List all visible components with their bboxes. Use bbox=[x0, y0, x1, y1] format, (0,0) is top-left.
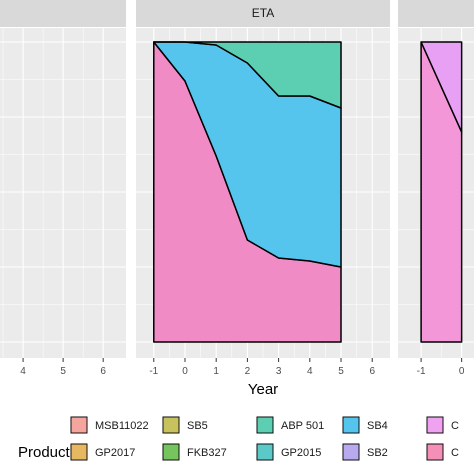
legend-swatch bbox=[256, 416, 274, 434]
x-tick-label: 1 bbox=[213, 366, 219, 377]
facet-strip bbox=[0, 0, 126, 27]
legend-label: SB4 bbox=[367, 420, 388, 432]
area-series-2 bbox=[153, 41, 342, 109]
legend-label: C bbox=[451, 447, 459, 459]
facet-panel-eta: ETA -1 0 1 2 3 4 5 6 bbox=[136, 0, 390, 377]
legend-label: MSB11022 bbox=[95, 420, 149, 432]
legend-label: GP2017 bbox=[95, 447, 135, 459]
legend-swatch bbox=[426, 416, 444, 434]
legend-label: ABP 501 bbox=[281, 420, 324, 432]
legend-label: GP2015 bbox=[281, 447, 321, 459]
legend-title: Product bbox=[18, 444, 71, 461]
legend-swatch bbox=[70, 416, 88, 434]
legend-swatch bbox=[342, 416, 360, 434]
x-tick-label: 6 bbox=[369, 366, 375, 377]
x-tick-label: 0 bbox=[182, 366, 188, 377]
legend-swatch bbox=[162, 416, 180, 434]
legend-label: SB2 bbox=[367, 447, 388, 459]
legend-swatch bbox=[70, 443, 88, 461]
x-tick-label: 5 bbox=[338, 366, 344, 377]
x-tick-label: 3 bbox=[276, 366, 282, 377]
legend-swatch bbox=[256, 443, 274, 461]
legend-label: FKB327 bbox=[187, 447, 227, 459]
x-tick-label: -1 bbox=[149, 366, 158, 377]
legend-label: SB5 bbox=[187, 420, 208, 432]
area-series-1 bbox=[420, 41, 463, 133]
legend-swatch bbox=[162, 443, 180, 461]
facet-strip-label: ETA bbox=[252, 6, 274, 20]
legend-label: C bbox=[451, 420, 459, 432]
legend-swatch bbox=[342, 443, 360, 461]
legend: Product MSB11022 GP2017 SB5 FKB327 ABP 501 GP… bbox=[18, 416, 459, 461]
x-tick-label: -1 bbox=[417, 366, 426, 377]
x-tick-label: 4 bbox=[307, 366, 313, 377]
facet-panel-da: DA3456 bbox=[0, 0, 126, 377]
x-tick-label: 5 bbox=[60, 366, 66, 377]
legend-swatch bbox=[426, 443, 444, 461]
x-tick-label: 6 bbox=[100, 366, 106, 377]
x-axis-title: Year bbox=[248, 381, 278, 398]
facet-panel-right: -1 0 bbox=[398, 0, 474, 377]
x-tick-label: 2 bbox=[245, 366, 251, 377]
x-tick-label: 4 bbox=[20, 366, 26, 377]
facet-strip bbox=[136, 0, 390, 27]
facet-strip bbox=[398, 0, 474, 27]
x-tick-label: 0 bbox=[459, 366, 465, 377]
